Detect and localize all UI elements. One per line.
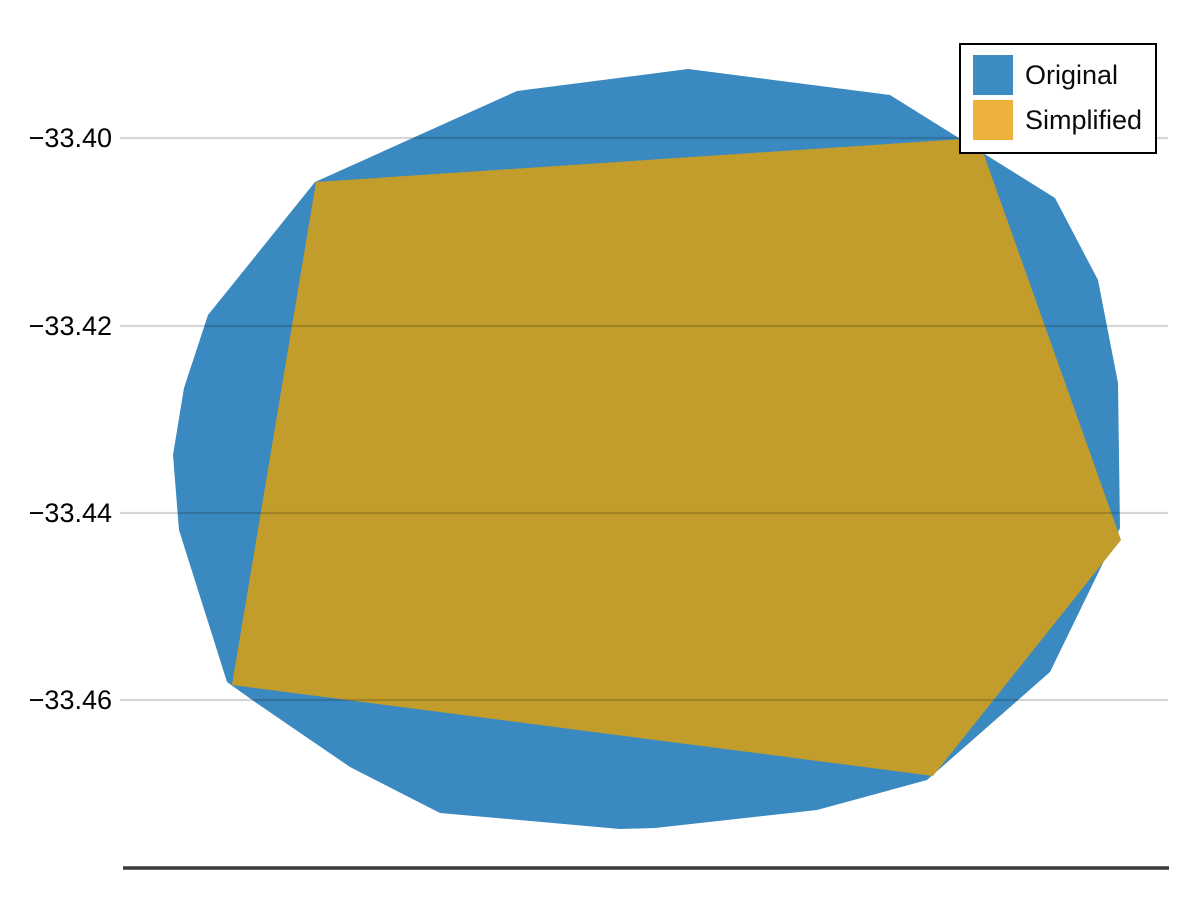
y-tick-label: −33.42 bbox=[29, 311, 112, 341]
original-swatch bbox=[973, 55, 1013, 95]
legend-item-simplified: Simplified bbox=[973, 100, 1155, 140]
simplified-polygon bbox=[232, 138, 1121, 776]
y-tick-label: −33.44 bbox=[29, 498, 112, 528]
y-tick-label: −33.40 bbox=[29, 123, 112, 153]
y-tick-label: −33.46 bbox=[29, 685, 112, 715]
simplified-swatch bbox=[973, 100, 1013, 140]
legend: Original Simplified bbox=[959, 43, 1157, 154]
legend-item-original: Original bbox=[973, 55, 1155, 95]
legend-label-original: Original bbox=[1025, 60, 1119, 90]
legend-label-simplified: Simplified bbox=[1025, 105, 1143, 135]
